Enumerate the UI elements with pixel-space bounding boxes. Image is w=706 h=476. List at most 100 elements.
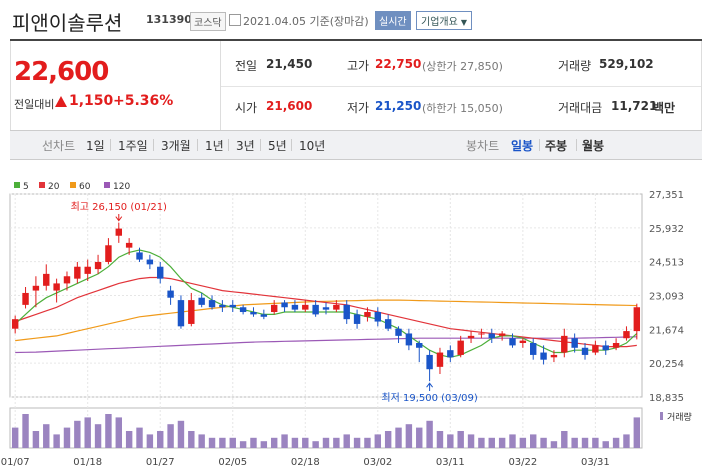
volume-bar	[22, 414, 29, 448]
candle-body	[550, 354, 558, 358]
volume-bar	[530, 434, 537, 448]
candle-body	[571, 338, 578, 348]
candle-body	[312, 304, 319, 315]
candle-period-0[interactable]: 일봉	[511, 139, 534, 153]
candle-period-1[interactable]: 주봉	[545, 139, 568, 153]
volume-bar	[198, 434, 205, 448]
candle-body	[136, 252, 143, 260]
candle-body	[63, 276, 71, 284]
volume-bar	[32, 431, 40, 448]
volume-bar	[312, 441, 319, 448]
candle-body	[395, 328, 402, 336]
period-separator	[228, 139, 229, 151]
volume-bar	[488, 437, 495, 448]
candle-body	[157, 266, 164, 279]
volume-bar	[416, 427, 423, 448]
amount-unit: 백만	[653, 101, 676, 115]
candle-period-2[interactable]: 월봉	[582, 139, 605, 153]
base-date: 2021.04.05 기준(장마감)	[243, 15, 369, 28]
change-rate: +5.36%	[113, 93, 174, 109]
period-2[interactable]: 3개월	[161, 139, 191, 153]
low-value: 21,250	[375, 99, 422, 113]
y-tick-label: 25,932	[649, 224, 684, 235]
current-price: 22,600	[14, 57, 109, 87]
candle-body	[198, 297, 205, 305]
volume-bar	[302, 437, 309, 448]
volume-bar	[436, 431, 444, 448]
volume-bar	[43, 424, 50, 448]
volume-bar	[94, 424, 102, 448]
period-0[interactable]: 1일	[86, 139, 105, 153]
price-change: 1,150	[69, 93, 114, 109]
stats-divider	[220, 41, 221, 130]
volume-bar	[11, 427, 19, 448]
period-separator	[153, 139, 154, 151]
candle-body	[602, 345, 609, 351]
stock-chart[interactable]: 27,351 25,932 24,513 23,093 21,674 20,254 18,8…	[0, 172, 706, 476]
realtime-button[interactable]: 실시간	[375, 11, 411, 30]
candle-body	[623, 331, 630, 339]
candle-body	[478, 333, 485, 335]
market-badge: 코스닥	[190, 12, 226, 31]
candle-chart-label: 봉차트	[466, 139, 500, 153]
candle-body	[374, 312, 382, 322]
volume-bar	[250, 437, 257, 448]
period-5[interactable]: 5년	[268, 139, 287, 153]
company-overview-dropdown[interactable]: 기업개요 ▼	[416, 11, 472, 30]
open-label: 시가	[235, 101, 258, 115]
period-4[interactable]: 3년	[236, 139, 255, 153]
low-arrow-icon	[426, 382, 434, 391]
legend-swatch	[39, 182, 45, 188]
volume-bar	[84, 417, 91, 448]
volume-legend-swatch	[660, 412, 663, 420]
volume-bar	[115, 417, 122, 448]
period-6[interactable]: 10년	[299, 139, 326, 153]
volume-bar	[498, 437, 506, 448]
candle-body	[250, 312, 257, 315]
candle-body	[333, 304, 340, 310]
volume-bar	[540, 437, 547, 448]
volume-bar	[467, 434, 475, 448]
legend-swatch	[70, 182, 76, 188]
volume-bar	[177, 420, 185, 448]
volume-bar	[426, 420, 433, 448]
stats-row-divider	[221, 86, 701, 87]
candle-body	[11, 319, 19, 329]
candle-body	[364, 312, 371, 317]
candle-body	[426, 354, 433, 370]
candle-body	[457, 340, 464, 355]
candle-body	[447, 350, 454, 358]
legend-entry: 5	[23, 182, 29, 192]
volume-bar	[167, 424, 174, 448]
x-tick-label: 03/11	[436, 457, 465, 468]
candle-body	[94, 261, 102, 270]
period-3[interactable]: 1년	[205, 139, 224, 153]
legend-swatch	[14, 182, 20, 188]
candle-body	[208, 300, 216, 308]
x-tick-label: 02/05	[218, 457, 247, 468]
y-tick-label: 27,351	[649, 190, 684, 201]
volume-bar	[229, 437, 236, 448]
candle-body	[188, 300, 195, 324]
legend-entry: 120	[113, 182, 130, 192]
period-1[interactable]: 1주일	[118, 139, 148, 153]
volume-bar	[281, 434, 288, 448]
volume-bar	[405, 424, 413, 448]
candle-body	[302, 304, 309, 310]
chevron-down-icon: ▼	[460, 18, 467, 27]
overview-label: 기업개요	[421, 17, 458, 28]
candle-body	[219, 304, 226, 308]
x-tick-label: 01/27	[146, 457, 175, 468]
volume-bar	[478, 437, 485, 448]
candle-body	[22, 292, 29, 305]
up-triangle-icon	[55, 96, 67, 107]
volume-bar	[447, 434, 454, 448]
legend-entry: 60	[79, 182, 91, 192]
volume-bar	[208, 437, 216, 448]
amount-label: 거래대금	[558, 101, 603, 115]
stock-code: 131390	[146, 13, 192, 26]
volume-bar	[136, 427, 143, 448]
volume-bar	[239, 441, 247, 448]
volume-bar	[188, 431, 195, 448]
prev-close-value: 21,450	[266, 57, 313, 71]
